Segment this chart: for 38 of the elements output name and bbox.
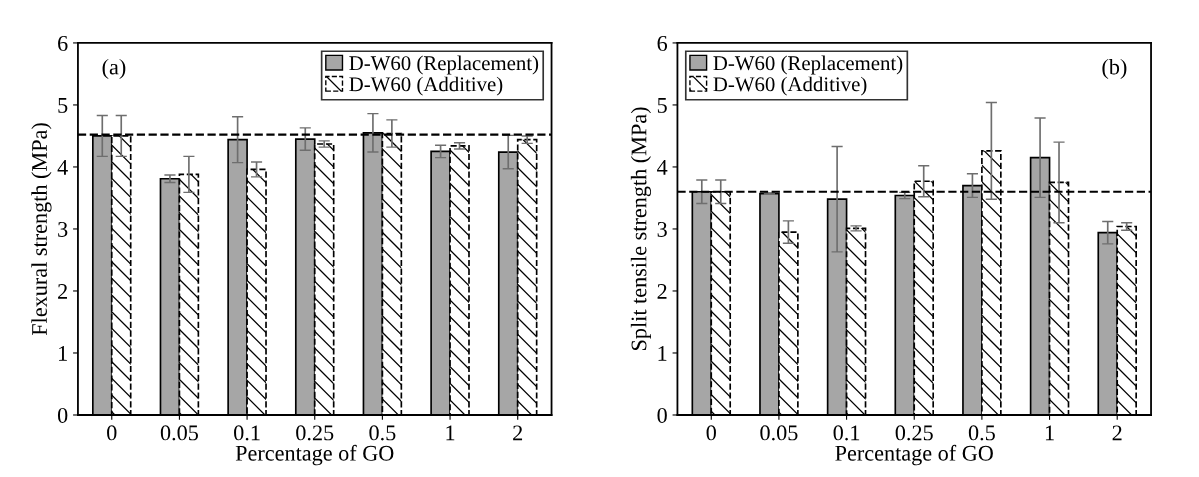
x-tick-label: 0.25: [895, 425, 933, 441]
x-tick-label: 0.25: [296, 425, 334, 441]
legend-label: D-W60 (Additive): [713, 76, 867, 96]
x-tick-label: 0.05: [160, 425, 198, 441]
y-tick-label: 0: [57, 407, 68, 423]
x-tick-label: 0.1: [234, 425, 260, 441]
annotation: (a): [102, 58, 126, 80]
y-axis-title: Flexural strength (MPa): [31, 123, 52, 336]
annotation: (b): [1102, 58, 1127, 80]
x-tick-label: 2: [513, 425, 523, 441]
x-tick-label: 1: [1045, 425, 1054, 441]
y-tick-label: 1: [59, 346, 67, 361]
x-tick-label: 1: [446, 425, 455, 441]
x-tick-label: 0.05: [760, 425, 798, 441]
y-tick-label: 0: [657, 407, 667, 423]
y-tick-label: 3: [58, 221, 68, 237]
y-tick-label: 2: [58, 283, 67, 299]
y-tick-label: 4: [657, 160, 668, 175]
x-tick-label: 0: [706, 425, 716, 441]
x-tick-label: 0.5: [369, 425, 396, 441]
y-tick-label: 5: [58, 98, 68, 113]
legend-label: D-W60 (Replacement): [349, 55, 539, 75]
x-tick-label: 0.5: [968, 425, 995, 441]
x-axis-title: Percentage of GO: [235, 444, 394, 466]
x-tick-label: 0: [107, 425, 117, 441]
y-tick-label: 6: [657, 35, 668, 51]
y-tick-label: 1: [658, 346, 667, 361]
y-tick-label: 6: [58, 35, 68, 51]
legend-label: D-W60 (Replacement): [713, 55, 903, 75]
x-tick-label: 0.1: [833, 425, 860, 441]
x-tick-label: 2: [1112, 425, 1122, 441]
y-tick-label: 4: [57, 160, 68, 175]
y-tick-label: 5: [657, 98, 667, 113]
y-axis-title: Split tensile strength (MPa): [630, 107, 652, 350]
y-tick-label: 3: [657, 221, 667, 237]
x-axis-title: Percentage of GO: [835, 444, 993, 466]
legend-label: D-W60 (Additive): [349, 76, 503, 96]
y-tick-label: 2: [657, 283, 667, 299]
